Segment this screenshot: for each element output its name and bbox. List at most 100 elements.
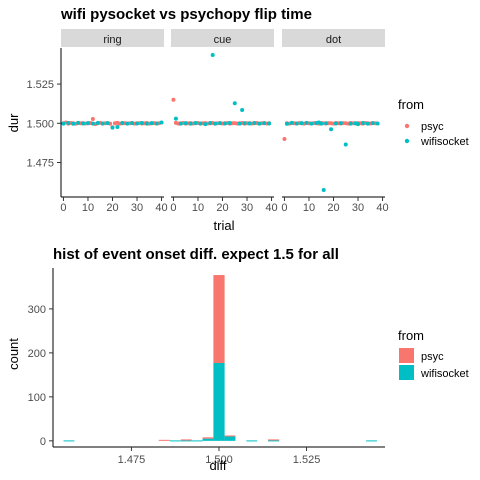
bar-wifisocket-7 [224, 436, 236, 441]
bar-wifisocket-6 [213, 362, 225, 441]
point-wifisocket-ring-1 [66, 120, 71, 125]
point-wifisocket-cue-15 [240, 107, 245, 112]
point-wifisocket-cue-7 [208, 120, 213, 125]
histogram-legend-key-wifisocket [399, 365, 414, 380]
histogram-legend-label-wifisocket: wifisocket [420, 368, 469, 380]
point-wifisocket-dot-10 [324, 121, 329, 126]
point-wifisocket-dot-9 [321, 187, 326, 192]
point-wifisocket-ring-9 [105, 121, 110, 126]
point-wifisocket-cue-16 [242, 121, 247, 126]
point-wifisocket-ring-7 [95, 120, 100, 125]
histogram-legend-label-psyc: psyc [421, 351, 444, 363]
point-wifisocket-dot-14 [343, 142, 348, 147]
point-wifisocket-ring-10 [110, 125, 115, 130]
scatter-legend-label-psyc: psyc [421, 121, 444, 133]
scatter-title: wifi pysocket vs psychopy flip time [60, 6, 312, 23]
bar-wifisocket-4 [191, 440, 203, 442]
x-tick-label-dot-40: 40 [376, 202, 388, 214]
x-tick-label-bottom-1: 1.500 [205, 454, 233, 466]
point-wifisocket-dot-18 [360, 120, 365, 125]
histogram-legend: from psyc wifisocket [398, 328, 469, 380]
histogram-legend-key-psyc [399, 348, 414, 363]
x-tick-label-cue-10: 10 [192, 202, 204, 214]
bar-psyc-9 [268, 439, 280, 441]
bar-wifisocket-5 [202, 438, 214, 441]
point-wifisocket-cue-3 [188, 121, 193, 126]
scatter-y-title: dur [6, 113, 21, 132]
facet-label-ring: ring [103, 34, 121, 46]
point-wifisocket-ring-20 [159, 120, 164, 125]
point-wifisocket-cue-2 [183, 121, 188, 126]
bar-wifisocket-8 [246, 440, 258, 442]
point-wifisocket-ring-19 [154, 121, 159, 126]
point-wifisocket-cue-0 [173, 116, 178, 121]
x-tick-label-cue-0: 0 [170, 202, 176, 214]
bar-psyc-6 [213, 275, 225, 363]
scatter-legend: from psyc wifisocket [398, 97, 469, 148]
bar-psyc-5 [202, 437, 214, 439]
point-wifisocket-dot-21 [375, 121, 380, 126]
point-wifisocket-dot-0 [284, 121, 289, 126]
histogram-legend-title: from [398, 328, 424, 343]
point-wifisocket-ring-6 [90, 121, 95, 126]
scatter-legend-label-wifisocket: wifisocket [420, 136, 469, 148]
scatter-chart: wifi pysocket vs psychopy flip time ring… [6, 6, 469, 233]
x-tick-label-bottom-2: 1.525 [293, 454, 321, 466]
point-wifisocket-dot-20 [370, 121, 375, 126]
point-wifisocket-ring-0 [61, 121, 66, 126]
x-tick-label-cue-20: 20 [216, 202, 228, 214]
x-tick-label-ring-20: 20 [106, 202, 118, 214]
point-wifisocket-cue-1 [178, 121, 183, 126]
point-wifisocket-ring-12 [120, 120, 125, 125]
point-wifisocket-ring-2 [71, 121, 76, 126]
x-tick-label-ring-30: 30 [131, 202, 143, 214]
point-wifisocket-cue-10 [218, 121, 223, 126]
histogram-x-title: diff [209, 458, 226, 473]
bar-wifisocket-10 [366, 440, 377, 442]
facets: ring cue dot [61, 29, 385, 47]
x-tick-label-ring-10: 10 [82, 202, 94, 214]
point-wifisocket-ring-13 [125, 121, 130, 126]
point-wifisocket-dot-12 [333, 121, 338, 126]
point-wifisocket-ring-8 [100, 121, 105, 126]
bar-psyc-7 [224, 435, 236, 437]
point-wifisocket-cue-5 [198, 121, 203, 126]
x-tick-label-cue-30: 30 [241, 202, 253, 214]
point-wifisocket-cue-12 [227, 120, 232, 125]
point-wifisocket-cue-19 [257, 121, 262, 126]
facet-label-dot: dot [326, 34, 341, 46]
facet-strip-cue [171, 29, 274, 47]
point-wifisocket-cue-18 [252, 120, 257, 125]
histogram-title: hist of event onset diff. expect 1.5 for… [53, 246, 339, 263]
x-tick-label-dot-20: 20 [327, 202, 339, 214]
y-tick-label-top-0: 1.475 [26, 157, 54, 169]
histogram-axes: 0 100 200 300 1.475 1.500 1.525 [28, 268, 385, 466]
scatter-points [61, 53, 380, 192]
point-wifisocket-ring-11 [115, 125, 120, 130]
scatter-axes: 0 10 20 30 40 0 10 20 30 40 0 10 20 30 401.4751.5001.5… [26, 48, 389, 214]
point-wifisocket-ring-14 [130, 121, 135, 126]
y-tick-label-bottom-200: 200 [28, 348, 46, 360]
point-wifisocket-ring-16 [139, 120, 144, 125]
point-wifisocket-dot-5 [309, 121, 314, 126]
point-wifisocket-dot-3 [299, 121, 304, 126]
point-wifisocket-cue-9 [213, 121, 218, 126]
y-tick-label-bottom-300: 300 [28, 304, 46, 316]
point-wifisocket-cue-21 [267, 121, 272, 126]
point-wifisocket-dot-4 [304, 120, 309, 125]
point-wifisocket-dot-19 [365, 121, 370, 126]
y-tick-label-bottom-100: 100 [28, 392, 46, 404]
bar-wifisocket-0 [63, 440, 75, 442]
bar-wifisocket-2 [169, 440, 181, 442]
bar-wifisocket-9 [268, 440, 280, 442]
point-wifisocket-dot-15 [348, 121, 353, 126]
x-tick-label-dot-10: 10 [303, 202, 315, 214]
scatter-legend-title: from [398, 97, 424, 112]
point-wifisocket-dot-8 [319, 121, 324, 126]
point-wifisocket-cue-11 [222, 121, 227, 126]
x-tick-label-bottom-0: 1.475 [118, 454, 146, 466]
facet-strip-dot [282, 29, 385, 47]
point-wifisocket-ring-3 [76, 120, 81, 125]
point-psyc-ring-12 [90, 117, 95, 122]
x-tick-label-ring-40: 40 [155, 202, 167, 214]
